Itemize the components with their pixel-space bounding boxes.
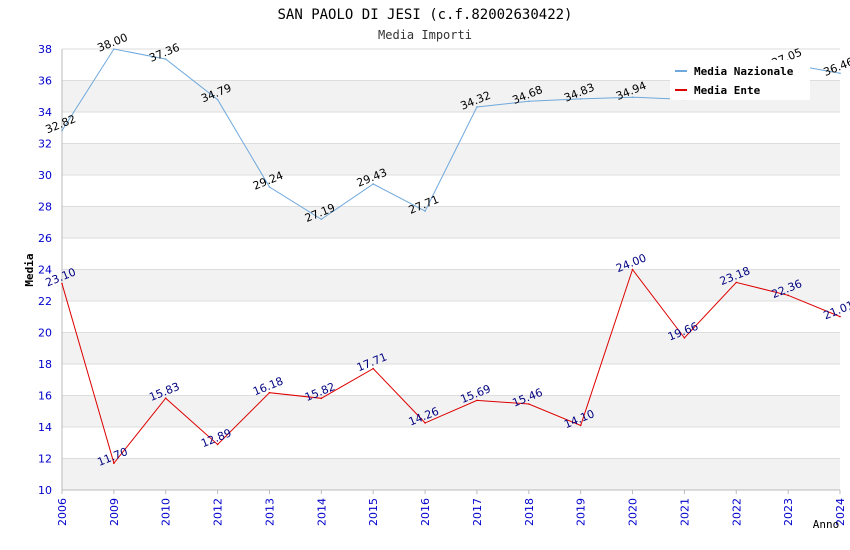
x-tick-label: 2021 [678, 498, 691, 526]
y-tick-label: 36 [38, 75, 52, 88]
data-point [61, 129, 63, 132]
y-tick-label: 28 [38, 201, 52, 214]
data-point [787, 294, 789, 297]
x-tick-label: 2018 [523, 498, 536, 526]
y-tick-label: 22 [38, 295, 52, 308]
data-point [528, 403, 530, 405]
chart-subtitle: Media Importi [378, 28, 472, 42]
y-tick-label: 32 [38, 138, 52, 151]
data-point [372, 183, 375, 185]
data-point [424, 422, 426, 424]
x-tick-label: 2012 [212, 498, 225, 526]
data-point [476, 106, 478, 108]
data-point [683, 337, 686, 339]
y-tick-label: 38 [38, 43, 52, 56]
x-tick-label: 2010 [160, 498, 173, 526]
grid-band [62, 332, 840, 364]
data-point [476, 399, 478, 402]
chart-title: SAN PAOLO DI JESI (c.f.82002630422) [277, 7, 572, 23]
legend-label-1: Media Ente [694, 84, 761, 97]
y-tick-labels: 10 12 14 16 18 20 22 24 26 28 30 32 34 36 38 [38, 43, 52, 497]
data-point [839, 72, 841, 75]
data-point [268, 391, 271, 394]
data-point [839, 315, 841, 318]
y-tick-label: 18 [38, 358, 52, 371]
x-tick-label: 2019 [575, 498, 588, 526]
data-point [61, 282, 63, 285]
data-point [735, 281, 738, 284]
y-axis-label: Media [23, 253, 36, 286]
data-point [113, 48, 115, 50]
data-point [216, 98, 219, 101]
legend-box [670, 60, 810, 100]
x-tick-label: 2024 [834, 498, 847, 526]
data-point [216, 443, 219, 446]
x-tick-label: 2022 [730, 498, 743, 526]
series-line-1 [61, 268, 841, 465]
x-tick-labels: 2006 2009 2010 2012 2013 2014 2015 2016 2017 2018… [56, 490, 847, 526]
data-point [579, 424, 582, 427]
y-tick-label: 34 [38, 106, 52, 119]
data-point [631, 268, 634, 271]
data-point [320, 397, 323, 400]
data-point [164, 397, 167, 399]
x-tick-label: 2017 [471, 498, 484, 526]
x-tick-label: 2014 [315, 498, 328, 526]
grid-band [62, 458, 840, 490]
data-point [528, 100, 530, 103]
data-point [372, 367, 375, 370]
data-label: 12.89 [199, 426, 233, 450]
x-tick-label: 2023 [782, 498, 795, 526]
x-tick-label: 2020 [627, 498, 640, 526]
data-point [424, 210, 426, 212]
x-axis-label: Anno [813, 518, 840, 531]
data-label: 36.46 [822, 55, 850, 79]
data-label: 21.01 [822, 298, 850, 322]
grid-band [62, 206, 840, 238]
data-label: 16.18 [251, 374, 285, 398]
x-tick-label: 2016 [419, 498, 432, 526]
data-point [164, 58, 167, 60]
y-tick-label: 12 [38, 453, 52, 466]
y-tick-label: 16 [38, 390, 52, 403]
y-tick-label: 30 [38, 169, 52, 182]
legend-label-0: Media Nazionale [694, 65, 794, 78]
x-tick-label: 2013 [263, 498, 276, 526]
y-tick-label: 24 [38, 264, 52, 277]
data-point [579, 98, 582, 100]
data-point [113, 462, 115, 465]
data-point [320, 218, 323, 221]
grid-band [62, 269, 840, 301]
x-tick-label: 2006 [56, 498, 69, 526]
axes [61, 49, 840, 491]
x-tick-label: 2015 [367, 498, 380, 526]
data-point [631, 96, 634, 98]
y-tick-label: 20 [38, 327, 52, 340]
y-tick-label: 14 [38, 421, 52, 434]
data-point [268, 186, 271, 188]
x-tick-label: 2009 [108, 498, 121, 526]
y-tick-label: 26 [38, 232, 52, 245]
legend: Media Nazionale Media Ente [670, 60, 810, 100]
data-label: 37.36 [147, 41, 181, 65]
y-tick-label: 10 [38, 484, 52, 497]
